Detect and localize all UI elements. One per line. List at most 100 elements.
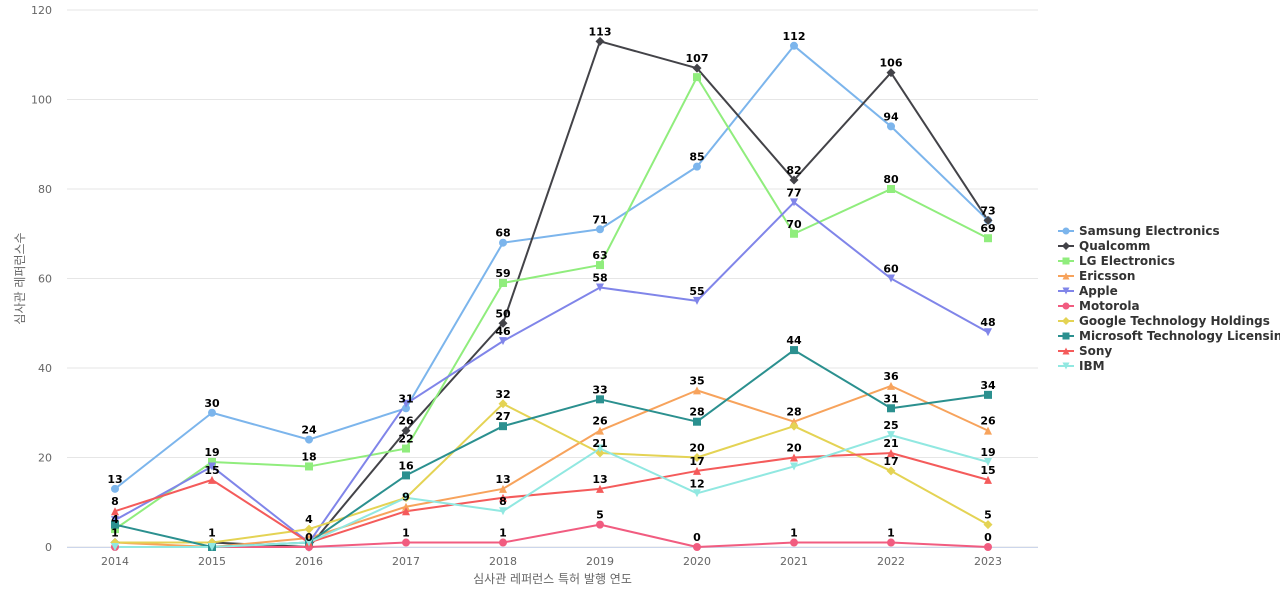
data-label: 71 [592, 213, 607, 226]
data-label: 77 [786, 186, 801, 199]
data-label: 1 [402, 527, 410, 540]
point-microsoft-technology-licensing [402, 471, 410, 480]
legend-item[interactable]: Qualcomm [1058, 239, 1150, 253]
point-ibm [790, 462, 798, 471]
data-label: 31 [883, 392, 898, 405]
point-ericsson [402, 502, 410, 511]
grid-lines [67, 9, 1038, 548]
y-tick-label: 0 [45, 541, 52, 554]
series-line-motorola [115, 523, 989, 548]
legend-label: Ericsson [1079, 269, 1135, 283]
data-label: 35 [689, 374, 704, 387]
point-ericsson [887, 381, 895, 390]
data-label: 1 [111, 527, 119, 540]
x-axis-title: 심사관 레퍼런스 특허 발행 연도 [473, 571, 632, 586]
data-label: 1 [887, 527, 895, 540]
data-label: 5 [984, 509, 992, 522]
point-ibm [693, 489, 701, 498]
data-label: 82 [786, 164, 801, 177]
legend-marker [1062, 242, 1070, 250]
x-tick-label: 2017 [392, 555, 420, 568]
legend-label: Sony [1079, 344, 1112, 358]
point-ericsson [596, 426, 604, 435]
point-sony [208, 475, 216, 484]
data-label: 4 [111, 513, 119, 526]
x-tick-label: 2019 [586, 555, 614, 568]
point-microsoft-technology-licensing [693, 417, 701, 426]
point-apple [887, 274, 895, 283]
data-label: 28 [786, 406, 801, 419]
point-apple [111, 516, 119, 525]
legend-label: Motorola [1079, 299, 1140, 313]
series-line-sony [114, 452, 989, 544]
data-label: 55 [689, 285, 704, 298]
y-tick-label: 20 [38, 452, 52, 465]
data-label: 1 [499, 527, 507, 540]
point-sony [887, 449, 895, 458]
point-ibm [887, 431, 895, 440]
legend-item[interactable]: Sony [1058, 344, 1112, 358]
point-sony [111, 507, 119, 516]
legend-marker [1062, 287, 1070, 295]
legend-item[interactable]: Microsoft Technology Licensing [1058, 329, 1280, 343]
y-axis-ticks: 0 20 40 60 80 100 120 [31, 4, 52, 554]
legend-item[interactable]: IBM [1058, 359, 1105, 373]
point-sony [984, 475, 992, 484]
data-label: 13 [107, 473, 122, 486]
point-motorola [887, 538, 895, 547]
point-sony [596, 484, 604, 493]
point-lg-electronics [887, 185, 895, 193]
series-line-microsoft-technology-licensing [114, 349, 989, 548]
legend-item[interactable]: Ericsson [1058, 269, 1135, 283]
data-label: 34 [980, 379, 996, 392]
point-ibm [305, 538, 313, 547]
data-label: 12 [689, 477, 704, 490]
data-label: 15 [204, 464, 219, 477]
data-label: 13 [495, 473, 510, 486]
series-line-ericsson [114, 384, 989, 548]
legend-label: Google Technology Holdings [1079, 314, 1270, 328]
point-qualcomm [886, 68, 896, 78]
x-tick-label: 2015 [198, 555, 226, 568]
data-label: 50 [495, 307, 511, 320]
point-google-technology-holdings [692, 453, 702, 462]
legend-item[interactable]: Google Technology Holdings [1058, 314, 1270, 328]
point-microsoft-technology-licensing [887, 404, 895, 413]
legend-label: IBM [1079, 359, 1105, 373]
legend-item[interactable]: Motorola [1058, 299, 1140, 313]
point-microsoft-technology-licensing [790, 346, 798, 355]
data-label: 17 [883, 455, 898, 468]
data-label: 0 [984, 531, 992, 544]
data-label: 46 [495, 325, 511, 338]
data-label: 4 [305, 513, 313, 526]
legend-item[interactable]: Apple [1058, 284, 1118, 298]
data-label: 94 [883, 110, 899, 123]
point-qualcomm [983, 215, 993, 225]
point-qualcomm [595, 36, 605, 46]
data-label: 1 [790, 527, 798, 540]
data-label: 113 [589, 25, 612, 38]
y-tick-label: 40 [38, 362, 52, 375]
point-apple [208, 462, 216, 471]
point-lg-electronics [693, 73, 701, 82]
point-lg-electronics [305, 462, 313, 471]
point-samsung-electronics [402, 404, 410, 413]
legend-item[interactable]: LG Electronics [1058, 254, 1175, 268]
data-label: 32 [495, 388, 510, 401]
data-label: 73 [980, 204, 995, 217]
legend-label: Qualcomm [1079, 239, 1150, 253]
legend-marker [1062, 362, 1070, 370]
point-lg-electronics [402, 444, 410, 453]
legend-item[interactable]: Samsung Electronics [1058, 224, 1220, 238]
data-label: 19 [980, 446, 995, 459]
y-tick-label: 100 [31, 94, 52, 107]
y-axis-title: 심사관 레퍼런스수 [13, 232, 27, 324]
point-microsoft-technology-licensing [111, 520, 119, 529]
point-apple [790, 198, 798, 207]
point-ibm [499, 507, 507, 516]
data-label: 106 [880, 57, 903, 70]
point-samsung-electronics [305, 435, 313, 444]
x-tick-label: 2020 [683, 555, 711, 568]
data-label: 0 [693, 531, 701, 544]
